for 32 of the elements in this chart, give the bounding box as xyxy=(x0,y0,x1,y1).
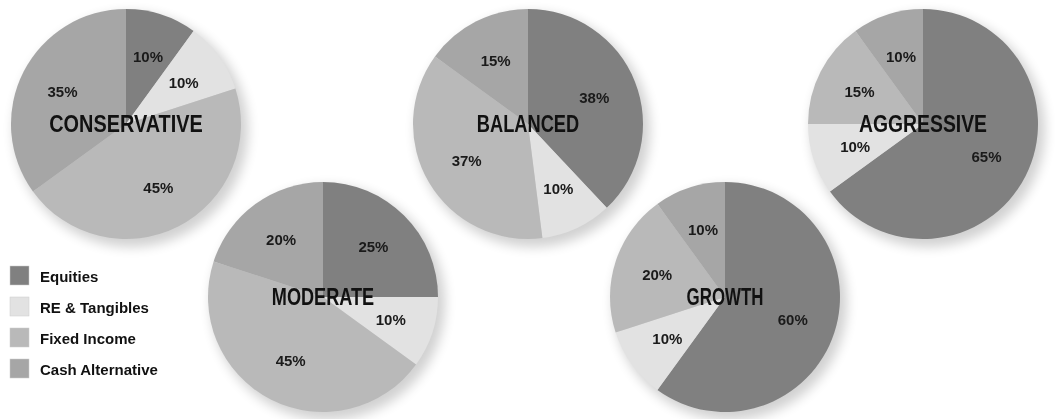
text: BALANCED xyxy=(476,111,606,137)
data-label: 10% xyxy=(133,47,164,65)
data-label: 20% xyxy=(266,230,297,248)
data-label: 15% xyxy=(480,51,511,69)
data-label: 15% xyxy=(844,83,875,101)
data-label: 20% xyxy=(642,266,673,284)
data-label: 38% xyxy=(579,89,610,107)
data-label: 45% xyxy=(275,352,306,370)
legend-label: Cash Alternative xyxy=(40,360,158,378)
legend-label: RE & Tangibles xyxy=(40,298,149,316)
text: CONSERVATIVE xyxy=(49,111,227,137)
data-label: 35% xyxy=(47,83,78,101)
data-label: 10% xyxy=(652,330,683,348)
legend-label: Equities xyxy=(40,267,99,285)
text: GROWTH xyxy=(686,284,792,310)
data-label: 10% xyxy=(840,137,871,155)
data-label: 37% xyxy=(451,151,482,169)
data-label: 60% xyxy=(777,310,808,328)
data-label: 10% xyxy=(885,47,916,65)
legend-label: Fixed Income xyxy=(40,329,136,347)
data-label: 10% xyxy=(375,310,406,328)
data-label: 10% xyxy=(687,220,718,238)
data-label: 65% xyxy=(971,147,1002,165)
pie-slice xyxy=(208,261,417,412)
pie-slice xyxy=(32,88,241,239)
data-label: 10% xyxy=(543,180,574,198)
pie-slice xyxy=(829,9,1038,239)
data-label: 10% xyxy=(168,73,199,91)
data-label: 45% xyxy=(143,179,174,197)
text: MODERATE xyxy=(271,284,402,310)
data-label: 25% xyxy=(358,238,389,256)
text: AGGRESSIVE xyxy=(859,111,1012,137)
